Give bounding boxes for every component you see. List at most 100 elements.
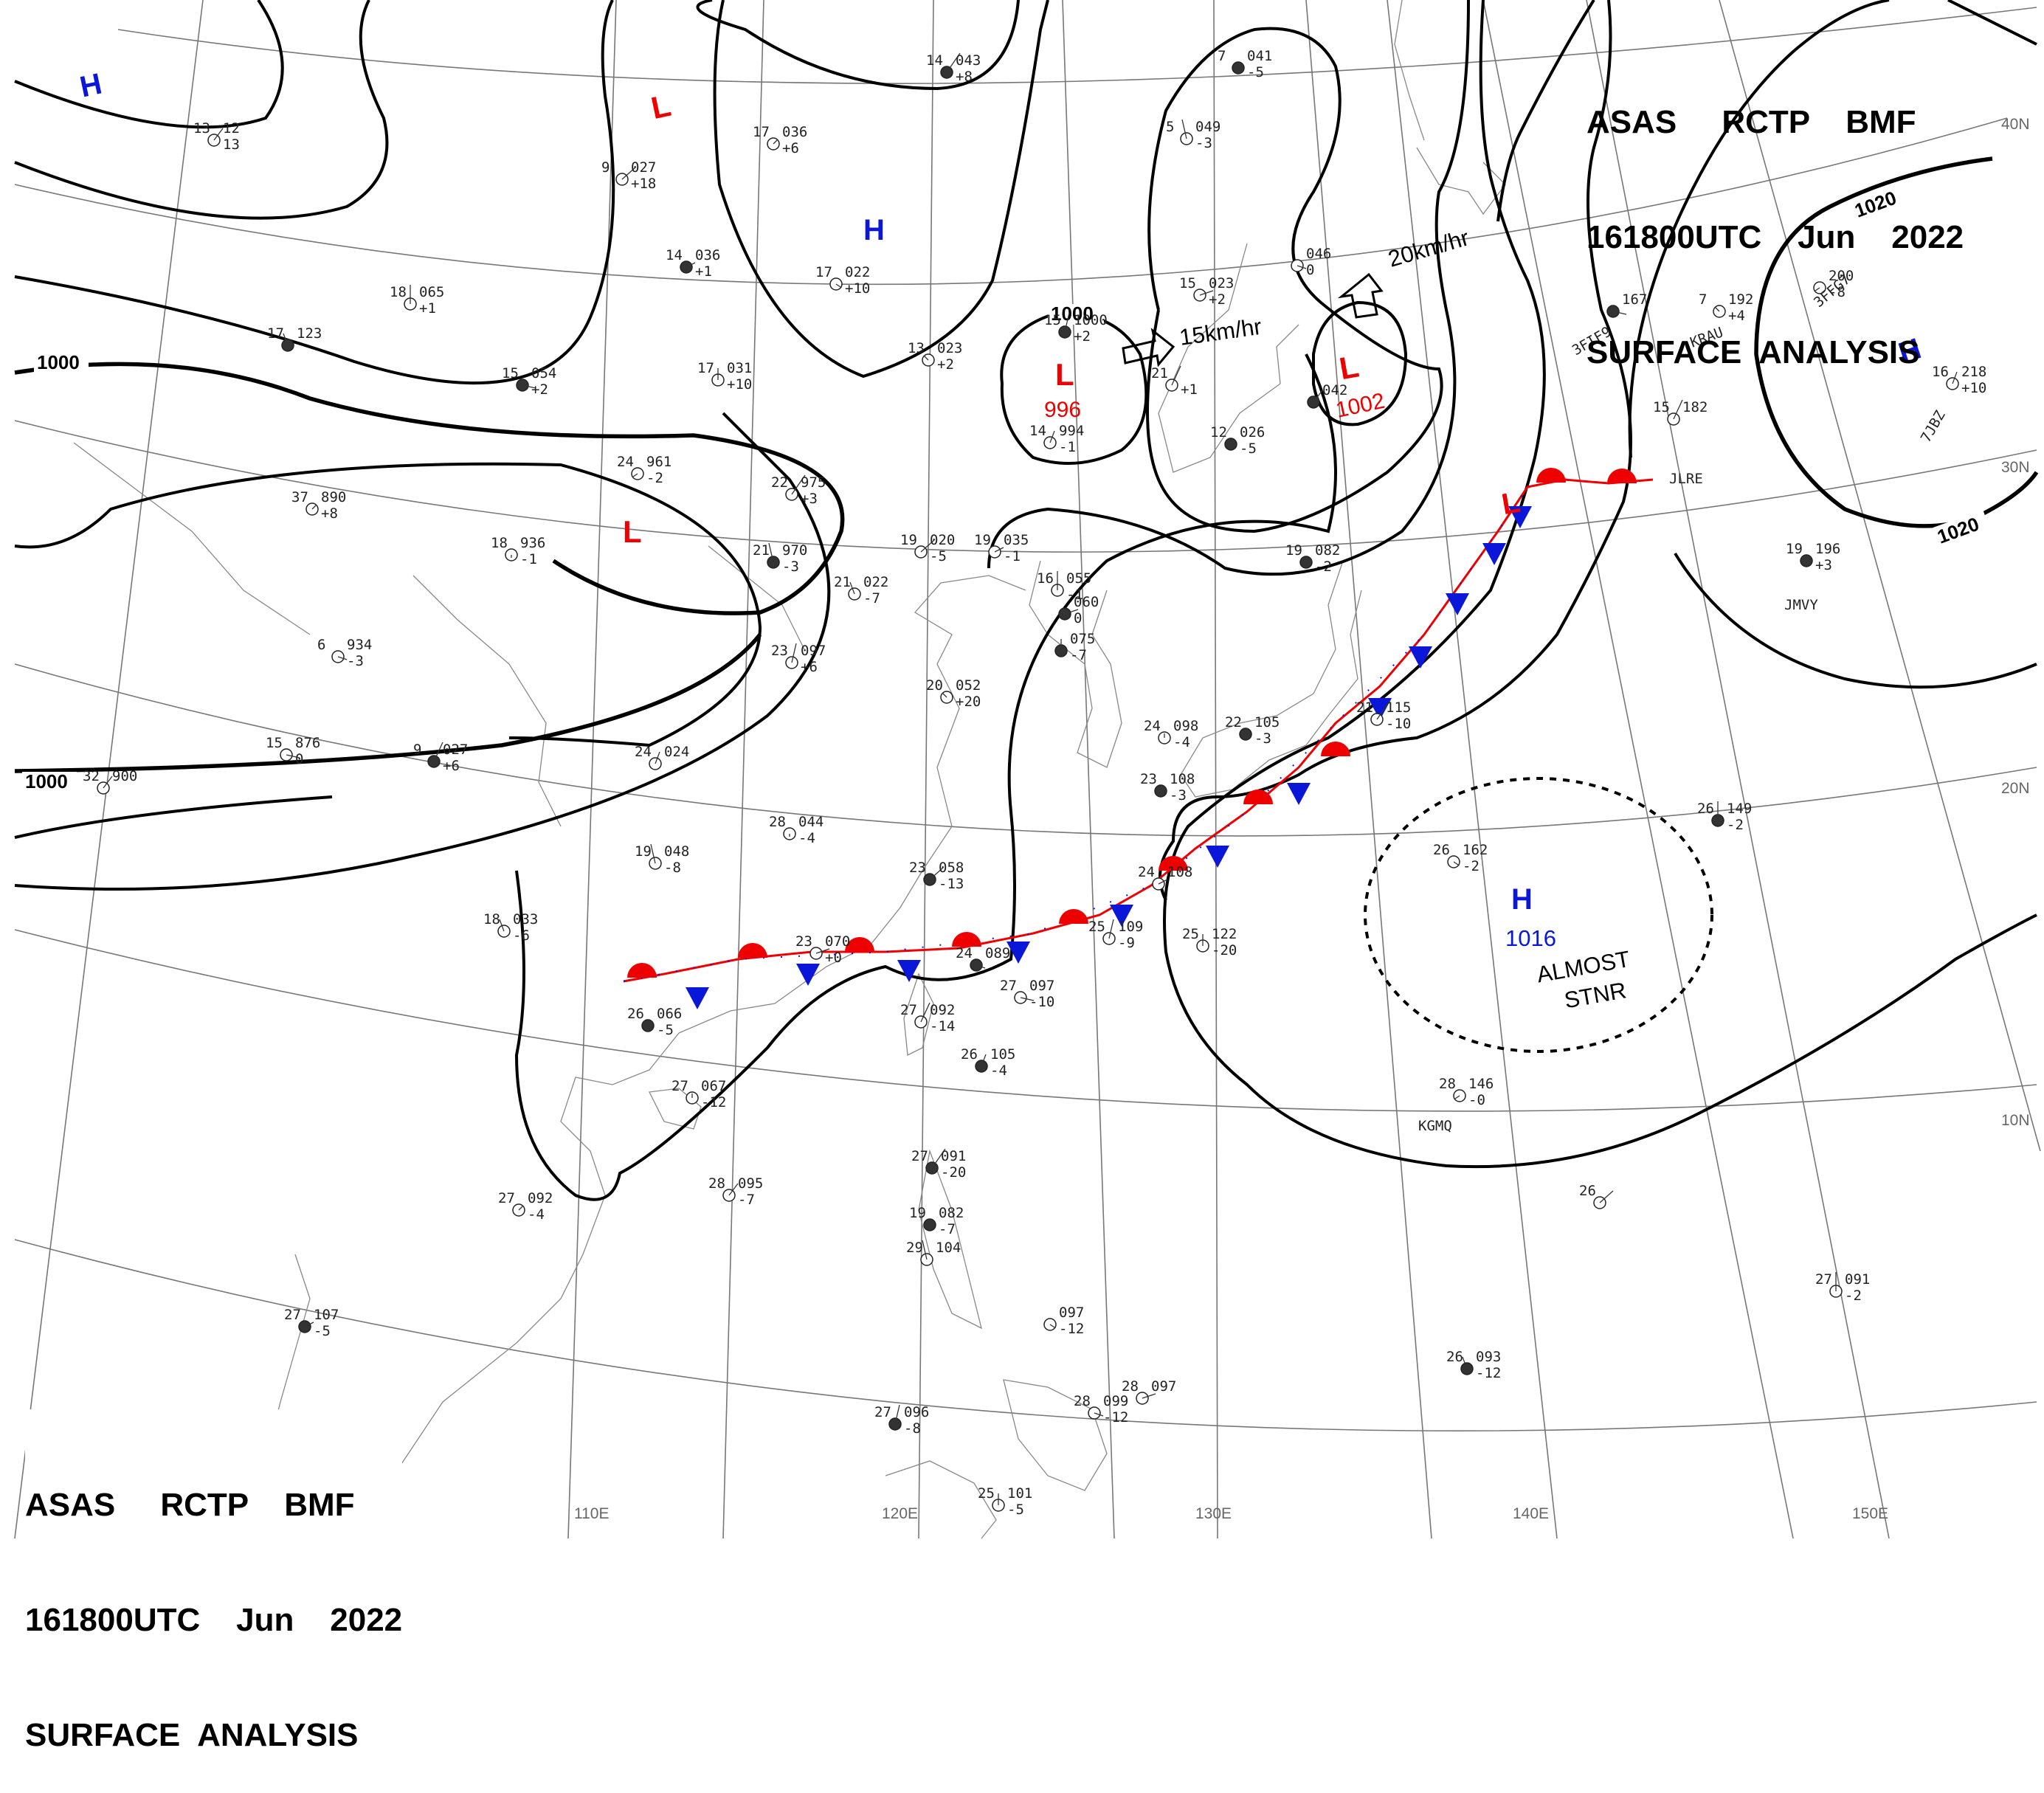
station-pressure: 035 xyxy=(1004,532,1029,548)
wind-barb xyxy=(1297,265,1307,269)
wind-barb xyxy=(773,139,778,145)
isobar-nw-high-inner xyxy=(14,0,284,129)
station-pressure: 041 xyxy=(1247,48,1272,64)
station-tendency: -12 xyxy=(1476,1365,1501,1381)
station-plot: 18 065+1 xyxy=(390,284,444,317)
station-plot: 25 122-20 xyxy=(1182,926,1237,958)
station-temperature: 22 xyxy=(1225,714,1242,730)
station-tendency: +4 xyxy=(1728,308,1745,324)
warm-front-pip xyxy=(738,943,767,958)
station-plot: 14 036+1 xyxy=(666,247,720,280)
station-pressure: 162 xyxy=(1463,842,1488,858)
station-temperature: 23 xyxy=(909,860,926,876)
station-tendency: +10 xyxy=(1961,380,1986,396)
station-temperature: 25 xyxy=(1182,926,1199,942)
lat-label-30n: 30N xyxy=(2001,459,2030,476)
station-temperature: 9 xyxy=(413,742,421,758)
cold-front-pip xyxy=(1110,905,1133,927)
station-tendency: -4 xyxy=(1173,734,1190,750)
isobar-label-1000-sw: 1000 xyxy=(25,770,68,792)
station-pressure: 022 xyxy=(845,264,870,280)
station-tendency: +0 xyxy=(825,950,842,966)
wind-barb xyxy=(815,948,830,954)
wind-barb xyxy=(894,1404,900,1425)
station-tendency: -8 xyxy=(904,1420,921,1437)
station-pressure: 218 xyxy=(1961,364,1986,380)
station-plot: 32 900 xyxy=(83,768,137,795)
isobar-north-high xyxy=(713,0,1049,379)
parallel-0 xyxy=(14,1239,2037,1431)
motion-arrow-low-1002 xyxy=(1337,272,1384,319)
coast-china-east xyxy=(678,575,1026,1034)
station-plot: 21 970-3 xyxy=(753,542,807,575)
wind-barb xyxy=(1313,390,1323,403)
station-tendency: +2 xyxy=(531,381,548,398)
station-pressure: 108 xyxy=(1170,771,1195,787)
station-temperature: 13 xyxy=(908,340,925,356)
coast-mindanao xyxy=(1003,1379,1108,1491)
wind-barb xyxy=(283,333,289,346)
meridian-135e xyxy=(1305,0,1432,1539)
station-pressure: 060 xyxy=(1074,594,1099,610)
station-plot: 19 020-5 xyxy=(900,532,955,564)
station-plot: 23 070+0 xyxy=(795,933,850,966)
station-pressure: 167 xyxy=(1622,291,1647,308)
station-tendency: 0 xyxy=(1074,610,1082,626)
station-pressure: 108 xyxy=(1167,864,1192,880)
station-temperature: 25 xyxy=(978,1485,995,1502)
station-plot: 14 994-1 xyxy=(1029,423,1084,455)
meridian-125e xyxy=(1062,0,1115,1539)
station-pressure: 146 xyxy=(1468,1076,1494,1092)
station-temperature: 26 xyxy=(1579,1183,1596,1199)
station-tendency: -3 xyxy=(782,559,799,575)
station-plot: 19 082-2 xyxy=(1285,542,1340,575)
parallel-10n xyxy=(14,929,2037,1112)
cold-front-pip xyxy=(686,987,709,1009)
station-pressure: 092 xyxy=(528,1190,553,1206)
wind-barb xyxy=(1171,365,1181,386)
station-plot: 6 934-3 xyxy=(317,637,372,669)
wind-barb xyxy=(768,542,774,563)
isobar-pacific-5 xyxy=(1674,552,2037,689)
station-temperature: 26 xyxy=(1446,1349,1463,1365)
station-plot: 167 xyxy=(1606,291,1647,318)
lat-label-20n: 20N xyxy=(2001,780,2030,797)
coast-hokkaido xyxy=(1416,147,1506,215)
station-temperature: 15 xyxy=(1044,312,1061,328)
station-tendency: -3 xyxy=(1195,135,1212,151)
station-temperature: 26 xyxy=(627,1006,644,1022)
wind-barb xyxy=(931,1148,946,1169)
station-temperature: 26 xyxy=(1697,801,1714,817)
station-tendency: -2 xyxy=(1727,817,1744,833)
station-pressure: 095 xyxy=(738,1175,763,1192)
station-pressure: 975 xyxy=(801,474,826,491)
station-pressure: 097 xyxy=(1029,978,1054,994)
cold-front-pip xyxy=(1206,846,1229,868)
station-pressure: 067 xyxy=(701,1078,726,1094)
isobar-1000-south xyxy=(14,633,762,773)
station-tendency: -6 xyxy=(513,927,530,944)
station-plot: 24 961-2 xyxy=(617,454,671,486)
station-tendency: -3 xyxy=(347,653,364,669)
station-pressure: 024 xyxy=(664,744,689,760)
wind-barb xyxy=(1094,1412,1104,1417)
station-pressure: 994 xyxy=(1059,423,1084,439)
warm-front-pip xyxy=(845,937,874,952)
cold-front-pip xyxy=(796,964,820,986)
station-plot: 21 115-10 xyxy=(1356,699,1411,732)
station-temperature: 14 xyxy=(666,247,683,263)
station-plot: 28 095-7 xyxy=(708,1175,763,1208)
wind-barb xyxy=(1142,1393,1156,1399)
station-temperature: 24 xyxy=(1144,718,1161,734)
wind-barb xyxy=(1160,786,1166,792)
station-temperature: 27 xyxy=(284,1307,301,1323)
cold-front-pip xyxy=(1409,646,1432,669)
station-pressure: 023 xyxy=(1209,275,1234,291)
isobar-pacific-3 xyxy=(1159,0,1632,901)
station-pressure: 934 xyxy=(347,637,372,653)
wind-barb xyxy=(1454,1095,1460,1099)
station-tendency: -5 xyxy=(314,1323,331,1339)
station-temperature: 28 xyxy=(708,1175,725,1192)
station-tendency: -2 xyxy=(1845,1288,1862,1304)
station-temperature: 23 xyxy=(795,933,812,950)
